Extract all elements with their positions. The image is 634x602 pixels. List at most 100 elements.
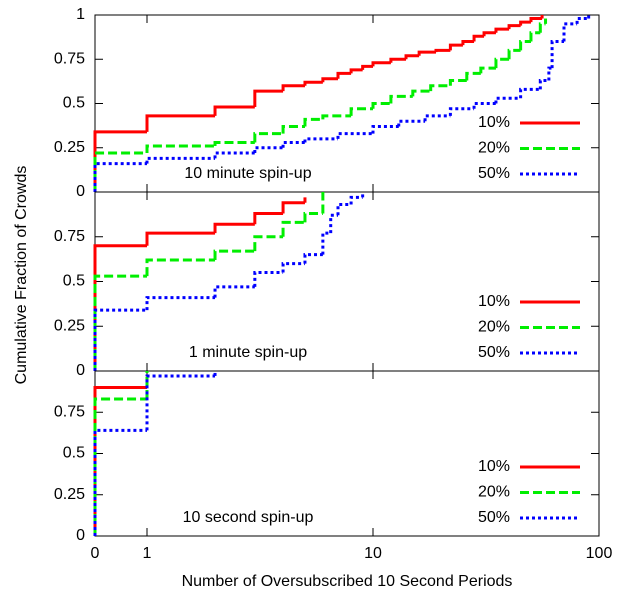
- step-segment: [145, 374, 216, 431]
- step-segment: [371, 61, 391, 67]
- step-segment: [519, 87, 541, 99]
- step-segment: [472, 34, 485, 42]
- step-segment: [448, 78, 467, 86]
- step-segment: [550, 40, 564, 69]
- y-tick-label: 0.25: [54, 317, 85, 334]
- step-segment: [303, 117, 323, 127]
- step-segment: [281, 125, 305, 134]
- step-segment: [494, 27, 510, 33]
- step-segment: [371, 102, 391, 109]
- step-segment: [213, 285, 255, 298]
- step-segment: [404, 54, 420, 60]
- step-segment: [321, 231, 331, 255]
- x-tick-label: 0: [91, 545, 100, 562]
- step-segment: [479, 66, 496, 74]
- step-segment: [253, 271, 284, 287]
- step-segment: [329, 213, 338, 234]
- y-tick-label: 0.5: [63, 273, 85, 290]
- panel-annotation: 10 second spin-up: [183, 509, 314, 526]
- x-axis-label: Number of Oversubscribed 10 Second Perio…: [182, 573, 513, 590]
- legend-label: 10%: [478, 114, 510, 131]
- step-segment: [461, 40, 475, 46]
- step-segment: [93, 274, 147, 371]
- step-segment: [93, 244, 147, 371]
- step-segment: [429, 84, 451, 92]
- step-segment: [145, 144, 216, 154]
- step-segment: [145, 258, 216, 277]
- y-axis-label: Cumulative Fraction of Crowds: [13, 166, 30, 385]
- step-segment: [336, 71, 352, 79]
- legend-label: 50%: [478, 344, 510, 361]
- plot-frame: [94, 370, 600, 537]
- step-segment: [213, 249, 255, 261]
- step-segment: [303, 253, 323, 264]
- step-segment: [281, 140, 305, 148]
- step-segment: [93, 130, 147, 192]
- step-segment: [529, 31, 541, 42]
- y-tick-label: 0: [76, 362, 85, 379]
- step-segment: [93, 386, 147, 536]
- step-segment: [145, 296, 216, 311]
- legend-label: 50%: [478, 165, 510, 182]
- step-segment: [145, 231, 216, 246]
- y-tick-label: 1: [76, 6, 85, 23]
- y-tick-label: 0.75: [54, 228, 85, 245]
- step-segment: [93, 308, 147, 371]
- legend-label: 20%: [478, 484, 510, 501]
- step-segment: [303, 137, 338, 143]
- step-segment: [145, 114, 216, 132]
- step-segment: [349, 68, 363, 74]
- step-segment: [336, 132, 373, 139]
- y-tick-label: 0.25: [54, 486, 85, 503]
- x-tick-label: 100: [586, 545, 613, 562]
- step-segment: [494, 57, 510, 69]
- step-segment: [349, 107, 373, 116]
- step-segment: [507, 48, 521, 60]
- step-segment: [397, 119, 426, 127]
- step-segment: [448, 107, 475, 116]
- step-segment: [93, 162, 147, 192]
- legend-label: 50%: [478, 509, 510, 526]
- step-segment: [529, 17, 543, 23]
- plot-frame: [94, 14, 600, 193]
- x-tick-label: 1: [143, 545, 152, 562]
- step-segment: [519, 40, 531, 51]
- legend-label: 10%: [478, 293, 510, 310]
- step-segment: [93, 397, 147, 536]
- step-segment: [253, 146, 284, 154]
- step-segment: [575, 17, 589, 24]
- step-segment: [321, 77, 338, 83]
- y-tick-label: 0: [76, 183, 85, 200]
- step-segment: [281, 262, 305, 273]
- legend-label: 10%: [478, 458, 510, 475]
- step-segment: [93, 151, 147, 192]
- legend-label: 20%: [478, 140, 510, 157]
- step-segment: [538, 22, 546, 33]
- step-segment: [213, 151, 255, 159]
- y-tick-label: 0.75: [54, 403, 85, 420]
- step-segment: [213, 222, 255, 234]
- step-segment: [562, 22, 578, 42]
- step-segment: [145, 156, 216, 164]
- step-segment: [349, 195, 363, 205]
- step-segment: [281, 84, 305, 92]
- x-tick-label: 10: [364, 545, 382, 562]
- step-segment: [472, 102, 496, 109]
- step-segment: [494, 96, 521, 104]
- step-segment: [281, 201, 305, 214]
- step-segment: [321, 114, 352, 120]
- step-segment: [507, 24, 521, 30]
- step-segment: [253, 89, 284, 108]
- y-tick-label: 0.5: [63, 95, 85, 112]
- step-segment: [361, 64, 373, 70]
- y-tick-label: 0.75: [54, 50, 85, 67]
- step-segment: [538, 78, 549, 90]
- step-segment: [213, 140, 255, 146]
- step-segment: [519, 20, 531, 26]
- step-segment: [93, 428, 147, 536]
- step-segment: [303, 211, 323, 223]
- step-segment: [547, 66, 553, 81]
- legend-label: 20%: [478, 319, 510, 336]
